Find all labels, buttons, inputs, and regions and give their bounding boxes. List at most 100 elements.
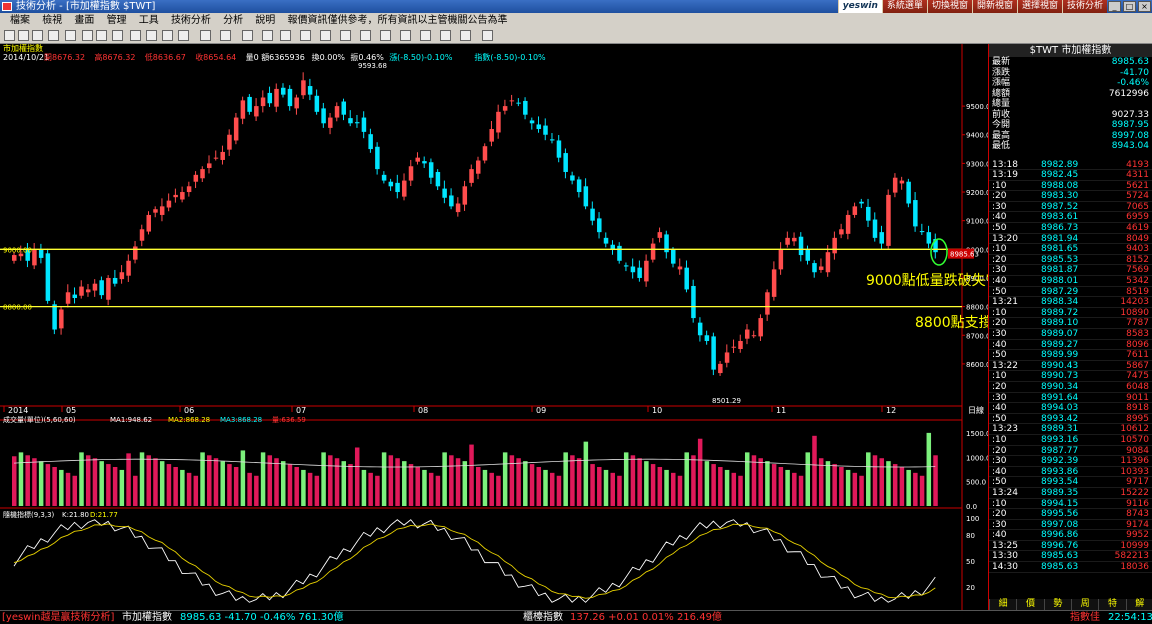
volume-bar: [650, 464, 656, 506]
volume-bar: [287, 464, 293, 506]
volume-bar: [476, 467, 481, 506]
toolbar-tool-icon[interactable]: [18, 30, 29, 41]
tick-volume: 9174: [1126, 519, 1149, 530]
volume-bar: [449, 455, 454, 506]
volume-bar: [38, 461, 44, 506]
candle-body: [872, 219, 878, 238]
toolbar-tool-icon[interactable]: [380, 30, 391, 41]
quote-row: 漲幅 -0.46%: [989, 78, 1152, 89]
toolbar-tool-icon[interactable]: [400, 30, 411, 41]
new-window-button[interactable]: 開新視窗: [971, 0, 1017, 13]
toolbar-tool-icon[interactable]: [82, 30, 93, 41]
candle-body: [146, 214, 151, 232]
maximize-icon[interactable]: □: [1123, 1, 1136, 12]
toolbar-tool-icon[interactable]: [48, 30, 59, 41]
toolbar-tool-icon[interactable]: [440, 30, 451, 41]
candle-body: [274, 88, 279, 107]
system-menu-button[interactable]: 系統選單: [881, 0, 927, 13]
volume-bar: [381, 452, 387, 506]
toolbar-tool-icon[interactable]: [96, 30, 107, 41]
panel-tab[interactable]: 勢: [1043, 599, 1071, 610]
candle-body: [254, 106, 259, 117]
status-bar: [yeswin越是贏技術分析] 市加權指數 8985.63 -41.70 -0.…: [0, 610, 1152, 624]
candle-body: [267, 92, 273, 104]
volume-bar: [402, 461, 407, 506]
panel-tab[interactable]: 價: [1016, 599, 1043, 610]
menu-file[interactable]: 檔案: [10, 15, 30, 26]
volume-bar: [704, 461, 710, 506]
quote-label: 前收: [992, 109, 1011, 120]
candle-body: [348, 118, 353, 124]
toolbar-tool-icon[interactable]: [460, 30, 471, 41]
toolbar-tool-icon[interactable]: [178, 30, 189, 41]
chart-header-field: 低8636.67: [145, 52, 186, 62]
candle-body: [798, 236, 804, 256]
high-point-label: 9593.68: [358, 62, 387, 70]
toolbar-tool-icon[interactable]: [130, 30, 141, 41]
toolbar-tool-icon[interactable]: [146, 30, 157, 41]
toolbar-tool-icon[interactable]: [482, 30, 493, 41]
toolbar-tool-icon[interactable]: [300, 30, 311, 41]
tick-price: 8993.42: [1041, 413, 1079, 424]
menu-tools[interactable]: 工具: [138, 15, 159, 26]
toolbar-tool-icon[interactable]: [320, 30, 331, 41]
candle-body: [536, 124, 542, 130]
toolbar-tool-icon[interactable]: [4, 30, 15, 41]
volume-bar: [321, 452, 326, 506]
quote-row: 總量: [989, 99, 1152, 110]
volume-bar: [906, 469, 911, 506]
volume-bar: [576, 458, 582, 506]
menu-screen[interactable]: 畫面: [74, 15, 95, 26]
tick-list[interactable]: 13:18 8982.89 4193 13:19 8982.45 4311:10 8988.…: [989, 160, 1152, 573]
toolbar-tool-icon[interactable]: [242, 30, 253, 41]
volume-bar: [240, 450, 246, 506]
tick-time: :30: [992, 265, 1007, 276]
volume-bar: [126, 453, 131, 506]
toolbar-tool-icon[interactable]: [262, 30, 273, 41]
candle-body: [45, 253, 51, 301]
volume-bar: [872, 455, 878, 506]
tick-price: 8985.63: [1041, 551, 1079, 562]
toolbar-tool-icon[interactable]: [360, 30, 371, 41]
candle-body: [92, 283, 98, 291]
toolbar-tool-icon[interactable]: [200, 30, 211, 41]
minimize-icon[interactable]: _: [1108, 1, 1121, 12]
volume-bar: [469, 444, 474, 506]
toolbar-tool-icon[interactable]: [420, 30, 431, 41]
panel-tab[interactable]: 解: [1125, 599, 1152, 610]
tick-row: :20 8985.53 8152: [989, 255, 1152, 266]
panel-tab[interactable]: 細: [989, 599, 1016, 610]
volume-bar: [314, 475, 320, 506]
toolbar-tool-icon[interactable]: [32, 30, 43, 41]
candle-body: [691, 285, 696, 319]
toolbar-tool-icon[interactable]: [340, 30, 351, 41]
menu-technical-analysis[interactable]: 技術分析: [170, 15, 211, 26]
tick-time: :10: [992, 434, 1007, 445]
switch-window-button[interactable]: 切換視窗: [926, 0, 972, 13]
candle-body: [644, 260, 649, 282]
select-window-button[interactable]: 選擇視窗: [1016, 0, 1062, 13]
panel-tab[interactable]: 特: [1098, 599, 1125, 610]
date-axis-period-label: 日線: [968, 405, 984, 415]
panel-tab[interactable]: 周: [1070, 599, 1098, 610]
toolbar-tool-icon[interactable]: [65, 30, 76, 41]
menu-analysis[interactable]: 分析: [223, 15, 244, 26]
toolbar-tool-icon[interactable]: [280, 30, 291, 41]
quote-label: 最低: [992, 141, 1011, 151]
close-icon[interactable]: ×: [1138, 1, 1151, 12]
toolbar-tool-icon[interactable]: [112, 30, 123, 41]
volume-bar: [422, 469, 427, 506]
menu-manage[interactable]: 管理: [106, 15, 127, 26]
technical-analysis-button[interactable]: 技術分析: [1061, 0, 1107, 13]
menu-bar: 檔案 檢視 畫面 管理 工具 技術分析 分析 說明 報價資訊僅供參考，所有資訊以…: [0, 13, 1152, 28]
tick-price: 8997.08: [1041, 519, 1079, 530]
candle-body: [509, 100, 515, 102]
toolbar-tool-icon[interactable]: [220, 30, 231, 41]
menu-view[interactable]: 檢視: [42, 15, 63, 26]
candle-body: [227, 134, 232, 150]
menu-help[interactable]: 說明: [255, 15, 276, 26]
yeswin-logo-button[interactable]: yeswin: [837, 0, 882, 13]
volume-bar: [119, 469, 125, 506]
toolbar-tool-icon[interactable]: [162, 30, 173, 41]
